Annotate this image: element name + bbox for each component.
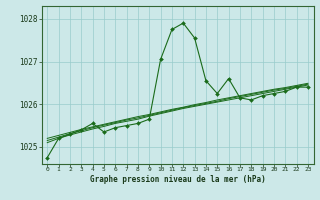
X-axis label: Graphe pression niveau de la mer (hPa): Graphe pression niveau de la mer (hPa) [90,175,266,184]
